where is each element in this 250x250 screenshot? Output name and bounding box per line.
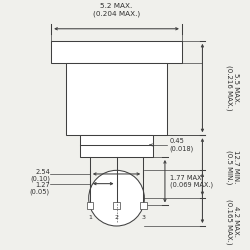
Text: 3: 3 — [141, 215, 145, 220]
Text: 1.77 MAX.
(0.069 MAX.): 1.77 MAX. (0.069 MAX.) — [170, 174, 213, 188]
Text: 5.2 MAX.
(0.204 MAX.): 5.2 MAX. (0.204 MAX.) — [93, 4, 140, 17]
Bar — [80, 135, 153, 157]
Bar — [51, 41, 182, 63]
Text: 1.27
(0.05): 1.27 (0.05) — [30, 182, 50, 195]
Bar — [113, 202, 120, 209]
Text: 5.5 MAX.
(0.216 MAX.): 5.5 MAX. (0.216 MAX.) — [226, 65, 239, 111]
Circle shape — [89, 170, 144, 226]
Text: 2.54
(0.10): 2.54 (0.10) — [30, 168, 50, 182]
Text: 0.45
(0.018): 0.45 (0.018) — [170, 138, 194, 151]
Text: 12.7 MIN.
(0.5 MIN.): 12.7 MIN. (0.5 MIN.) — [226, 150, 239, 184]
Bar — [66, 63, 167, 135]
Text: 4.2 MAX.
(0.165 MAX.): 4.2 MAX. (0.165 MAX.) — [226, 199, 239, 244]
Text: 1: 1 — [88, 215, 92, 220]
Bar — [140, 202, 146, 209]
Bar — [86, 202, 93, 209]
Text: 2: 2 — [114, 215, 118, 220]
